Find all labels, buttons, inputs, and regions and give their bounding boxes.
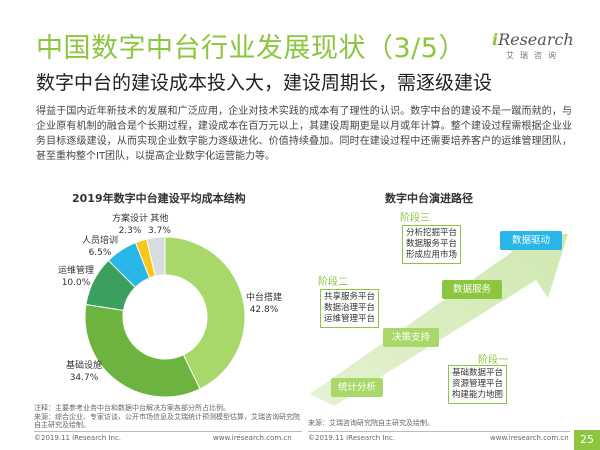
stage3-item: 形成应用市场 [406,250,458,260]
source-line: 来源：综合企业、专家访谈、公开市场信息及艾瑞统计预测模型估算，艾瑞咨询研究院自主… [34,412,300,430]
diagram-title: 数字中台演进路径 [385,192,473,205]
result-data-driven: 数据驱动 [500,231,562,250]
donut-slice-5 [145,236,166,277]
donut-chart [84,236,246,398]
stage3-box: 分析挖掘平台 数据服务平台 形成应用市场 [402,225,462,264]
label-infrastructure-name: 基础设施 [66,361,103,371]
stage2-item: 共享服务平台 [324,292,376,302]
decision-support: 决策支持 [383,328,439,347]
stage1-item: 资源管理平台 [452,379,504,389]
stage3-label: 阶段三 [400,213,430,224]
stage2-box: 共享服务平台 数据治理平台 运维管理平台 [320,289,380,328]
result-data-service: 数据服务 [442,280,502,299]
intro-paragraph: 得益于国内近年新技术的发展和广泛应用，企业对技术实践的成本有了理性的认识。数字中… [36,106,572,162]
stage1-box: 基础数据平台 资源管理平台 构建能力地图 [448,365,508,404]
arrow-band [310,234,568,406]
footer-url-left: www.iresearch.com.cn [213,434,292,442]
footer-url-right: www.iresearch.com.cn [490,434,569,442]
page-number: 25 [574,430,600,450]
page-subtitle: 数字中台的建设成本投入大，建设周期长，需逐级建设 [36,72,493,94]
stage2-item: 运维管理平台 [324,314,376,324]
stage3-item: 分析挖掘平台 [406,228,458,238]
logo-subtext: 艾瑞咨询 [506,51,562,60]
label-training-value: 6.5% [88,248,112,258]
logo-text: iResearch [492,30,574,49]
label-platform: 中台搭建 42.8% [246,292,282,316]
label-ops: 运维管理 10.0% [58,265,94,289]
label-infrastructure-value: 34.7% [69,373,99,383]
evolution-arrow [310,234,568,406]
label-training-name: 人员培训 [82,236,119,246]
label-training: 人员培训 6.5% [82,235,118,259]
chart-notes: 注释：主要参考业务中台和数据中台解决方案各部分所占比例。 来源：综合企业、专家访… [34,404,304,430]
label-platform-name: 中台搭建 [246,293,283,303]
label-other: 其他 3.7% [148,213,171,237]
label-design-name: 方案设计 [112,214,149,224]
logo-i: i [492,30,499,49]
diagram-source: 来源：艾瑞咨询研究院自主研究及绘制。 [308,419,434,427]
footer-divider-right [308,431,570,432]
donut-slice-0 [164,236,246,390]
label-design-value: 2.3% [118,226,142,236]
stage2-item: 数据治理平台 [324,303,376,313]
stage1-label: 阶段一 [478,355,508,366]
logo-research: Research [498,30,574,49]
note-line: 注释：主要参考业务中台和数据中台解决方案各部分所占比例。 [34,404,230,412]
donut-slice-1 [84,303,201,398]
iresearch-logo: iResearch 艾瑞咨询 [492,30,574,61]
page-title: 中国数字中台行业发展现状（3/5） [36,33,466,64]
label-infrastructure: 基础设施 34.7% [66,360,102,384]
label-design: 方案设计 2.3% [112,213,148,237]
label-platform-value: 42.8% [249,305,279,315]
stage2-label: 阶段二 [318,277,348,288]
label-ops-value: 10.0% [61,278,91,288]
stage1-item: 基础数据平台 [452,368,504,378]
stage1-item: 构建能力地图 [452,390,504,400]
label-other-name: 其他 [150,214,169,224]
label-other-value: 3.7% [148,226,171,236]
chart-title: 2019年数字中台建设平均成本结构 [72,192,246,205]
result-statistics: 统计分析 [331,378,383,397]
stage3-item: 数据服务平台 [406,239,458,249]
label-ops-name: 运维管理 [58,266,95,276]
footer-copyright-right: ©2019.11 iResearch Inc. [308,434,396,442]
footer-copyright-left: ©2019.11 iResearch Inc. [34,434,122,442]
footer-divider-left [34,431,302,432]
